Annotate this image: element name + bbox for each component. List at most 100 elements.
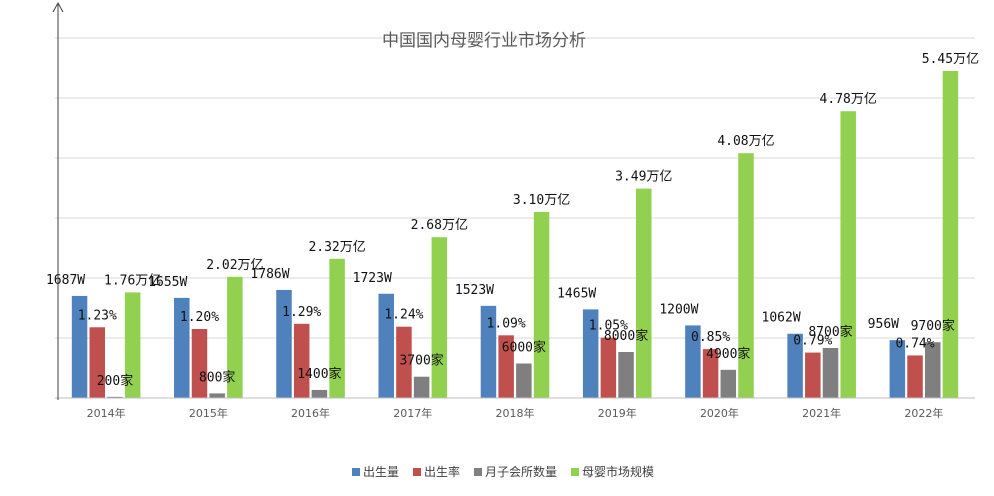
bar-1-2016年 [276, 289, 292, 398]
data-label-2-2016年: 1.29% [282, 305, 321, 320]
bar-1-2017年 [378, 293, 394, 398]
data-label-1-2020年: 1200W [659, 302, 698, 317]
bar-1-2020年 [685, 325, 701, 398]
data-label-4-2018年: 3.10万亿 [513, 193, 570, 208]
data-label-3-2016年: 1400家 [297, 366, 341, 382]
data-label-1-2018年: 1523W [455, 283, 494, 298]
bar-2-2017年 [396, 326, 412, 398]
bar-4-2020年 [738, 153, 754, 398]
data-label-3-2020年: 4900家 [706, 346, 750, 362]
bar-1-2018年 [480, 305, 497, 398]
data-label-3-2015年: 800家 [199, 369, 235, 385]
bar-3-2019年 [618, 352, 634, 398]
data-label-3-2017年: 3700家 [399, 353, 443, 369]
data-label-3-2018年: 6000家 [502, 340, 546, 356]
legend-swatch [571, 468, 579, 476]
data-label-3-2019年: 8000家 [604, 328, 648, 344]
bar-3-2014年 [107, 396, 123, 398]
legend-swatch [352, 468, 360, 476]
data-label-2-2017年: 1.24% [384, 308, 423, 323]
legend-swatch [413, 468, 421, 476]
bar-1-2021年 [787, 333, 803, 398]
bar-4-2015年 [227, 276, 243, 398]
data-label-1-2022年: 956W [868, 317, 899, 332]
x-tick-label: 2020年 [700, 406, 739, 420]
bar-1-2014年 [71, 295, 88, 398]
bar-1-2022年 [889, 340, 906, 398]
bar-4-2019年 [636, 188, 652, 398]
legend-label: 出生量 [363, 465, 399, 479]
bar-3-2015年 [209, 393, 225, 398]
bar-2-2022年 [907, 355, 923, 398]
data-label-4-2017年: 2.68万亿 [411, 218, 468, 233]
x-axis-ticks: 2014年 2015年 2016年 2017年 2018年 2019年 2020年 2021年… [87, 406, 944, 420]
data-label-4-2022年: 5.45万亿 [922, 52, 979, 67]
bar-4-2016年 [329, 258, 345, 398]
bar-4-2014年 [124, 292, 141, 398]
bar-2-2014年 [89, 327, 106, 398]
data-label-4-2014年: 1.76万亿 [104, 273, 161, 288]
bar-2-2015年 [191, 329, 208, 398]
data-label-2-2019年: 1.05% [589, 319, 628, 334]
x-tick-label: 2015年 [189, 406, 228, 420]
data-label-1-2017年: 1723W [353, 271, 392, 286]
bar-3-2018年 [516, 363, 532, 398]
data-label-1-2021年: 1062W [762, 311, 801, 326]
x-tick-label: 2021年 [802, 406, 841, 420]
bar-4-2017年 [431, 237, 448, 398]
bar-1-2015年 [174, 297, 190, 398]
data-label-2-2014年: 1.23% [78, 308, 117, 323]
bar-2-2016年 [293, 323, 310, 398]
legend-item-1: 出生量 [352, 465, 399, 479]
bar-3-2017年 [413, 376, 430, 398]
data-label-1-2016年: 1786W [250, 267, 289, 282]
data-label-3-2014年: 200家 [97, 373, 133, 389]
legend: 出生量 出生率 月子会所数量 母婴市场规模 [352, 464, 654, 479]
bar-3-2021年 [822, 347, 839, 398]
bars [71, 71, 959, 398]
bar-2-2019年 [600, 337, 617, 398]
legend-label: 月子会所数量 [485, 464, 557, 479]
data-label-4-2021年: 4.78万亿 [820, 92, 877, 107]
x-tick-label: 2017年 [393, 406, 432, 420]
data-label-4-2016年: 2.32万亿 [308, 240, 365, 255]
data-label-3-2021年: 8700家 [808, 324, 852, 340]
bar-4-2022年 [942, 71, 959, 398]
bar-4-2018年 [533, 212, 550, 398]
legend-item-2: 出生率 [413, 464, 460, 479]
data-label-1-2015年: 1655W [148, 275, 187, 290]
x-tick-label: 2022年 [904, 406, 943, 420]
data-label-4-2020年: 4.08万亿 [717, 134, 774, 149]
chart-title: 中国国内母婴行业市场分析 [382, 31, 586, 51]
data-label-2-2018年: 1.09% [487, 316, 526, 331]
x-tick-label: 2019年 [598, 406, 637, 420]
bar-2-2018年 [498, 335, 514, 398]
data-label-1-2019年: 1465W [557, 286, 596, 301]
bar-4-2021年 [840, 111, 856, 398]
legend-label: 出生率 [424, 464, 460, 479]
bar-1-2019年 [582, 309, 599, 398]
data-label-2-2020年: 0.85% [691, 330, 730, 345]
data-label-2-2022年: 0.74% [895, 336, 934, 351]
x-tick-label: 2014年 [87, 406, 126, 420]
data-label-4-2019年: 3.49万亿 [615, 170, 672, 185]
data-label-2-2015年: 1.20% [180, 310, 219, 325]
legend-label: 母婴市场规模 [582, 464, 654, 479]
gridlines [55, 37, 975, 339]
x-tick-label: 2016年 [291, 406, 330, 420]
legend-item-4: 母婴市场规模 [571, 464, 654, 479]
data-label-2-2021年: 0.79% [793, 334, 832, 349]
y-axis-arrow [52, 1, 64, 400]
bar-3-2022年 [924, 342, 941, 398]
x-tick-label: 2018年 [496, 406, 535, 420]
legend-swatch [474, 468, 482, 476]
data-label-3-2022年: 9700家 [911, 318, 955, 334]
bar-3-2020年 [720, 369, 737, 398]
bar-3-2016年 [311, 389, 328, 398]
data-label-1-2014年: 1687W [46, 273, 85, 288]
data-label-4-2015年: 2.02万亿 [206, 258, 263, 273]
bar-2-2020年 [702, 349, 719, 398]
bar-2-2021年 [805, 352, 821, 398]
